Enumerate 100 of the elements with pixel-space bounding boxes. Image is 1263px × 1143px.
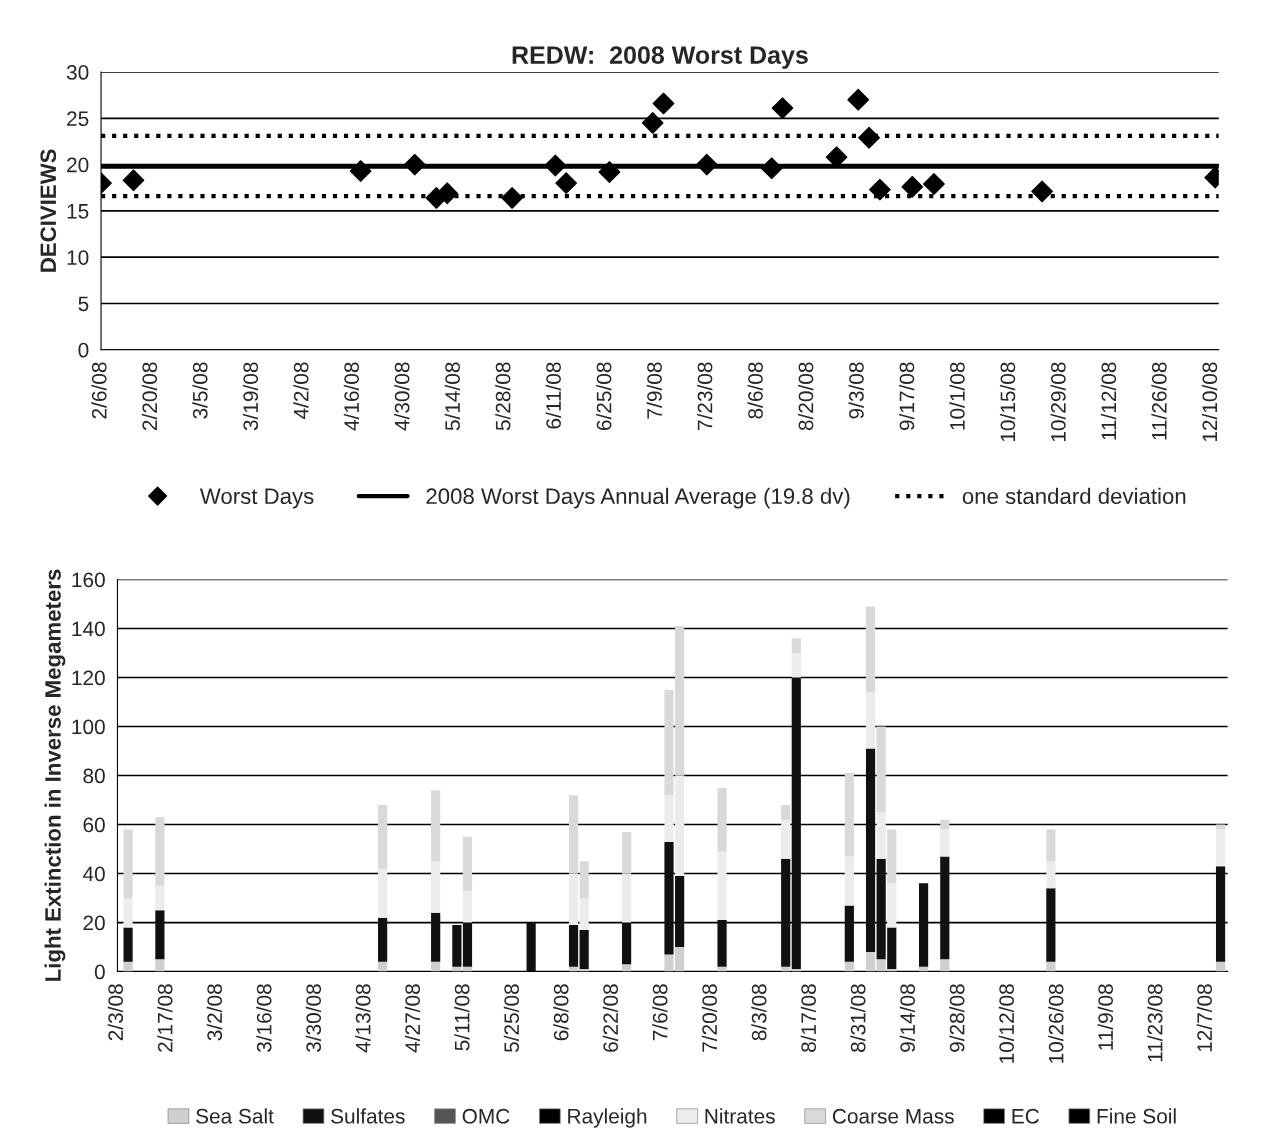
y-tick-label: 20 [67,157,89,173]
y-tick-label: 60 [83,817,105,833]
x-tick-label: 2/6/08 [91,362,107,419]
x-tick-label: 11/23/08 [1147,984,1163,1062]
bar [887,883,897,928]
bar [940,829,950,857]
bar [155,910,165,960]
bar [568,873,579,925]
bar [865,606,876,693]
bar [844,856,854,906]
point [771,97,794,120]
x-tick-label: 6/25/08 [596,362,612,431]
point [923,173,945,195]
x-tick-label: 10/26/08 [1048,984,1064,1063]
x-tick-label: 2/17/08 [157,984,173,1052]
y-tick-label: 40 [82,866,105,882]
legend-label: Sea Salt [196,1108,274,1124]
x-tick-label: 7/20/08 [701,984,718,1052]
point [695,153,718,176]
x-tick-label: 9/14/08 [899,984,916,1052]
x-tick-label: 7/23/08 [697,362,713,430]
x-tick-label: 6/11/08 [545,362,561,429]
x-tick-label: 12/7/08 [1196,984,1213,1052]
bar [844,905,854,962]
y-tick-label: 140 [72,621,105,637]
legend-label: EC [1012,1108,1039,1124]
point [858,126,880,149]
point [122,169,145,192]
x-tick-label: 3/16/08 [256,984,272,1053]
bar [579,929,589,970]
y-tick-label: 30 [66,65,89,80]
x-tick-label: 2/3/08 [107,984,124,1041]
x-tick-label: 11/26/08 [1151,362,1167,440]
y-tick-label: 10 [67,250,89,265]
bar [123,961,133,972]
x-tick-label: 5/28/08 [495,362,511,431]
bar [1215,866,1226,962]
bar [123,927,133,962]
x-tick-label: 9/28/08 [949,984,965,1052]
point [598,161,621,183]
point [641,112,664,134]
x-tick-label: 10/15/08 [999,362,1016,442]
bar [1215,829,1226,867]
x-tick-label: 7/6/08 [652,984,668,1041]
x-tick-label: 5/14/08 [444,362,460,431]
x-tick-label: 8/6/08 [747,362,763,419]
x-tick-label: 11/9/08 [1097,984,1114,1050]
y-tick-label: 25 [67,111,89,127]
x-tick-label: 2/20/08 [141,362,158,431]
bar [940,856,950,960]
bar [844,961,854,972]
bar [791,638,801,654]
legend-label: 2008 Worst Days Annual Average (19.8 dv) [426,487,850,509]
bar [781,804,791,820]
bar [579,861,589,899]
bar [781,858,791,967]
bar [462,922,473,967]
point [501,187,523,209]
bar [123,898,133,928]
x-tick-label: 10/12/08 [998,984,1015,1063]
point [555,172,578,194]
x-tick-label: 5/25/08 [503,984,520,1053]
x-tick-label: 3/30/08 [305,984,322,1053]
bar [887,829,897,884]
bar [1046,861,1056,889]
x-tick-label: 10/29/08 [1050,362,1066,442]
bar [155,885,165,911]
y-tick-label: 15 [67,204,89,219]
bar [431,961,441,972]
bar [123,829,133,899]
x-tick-label: 10/1/08 [949,362,965,430]
point [544,154,567,177]
x-tick-label: 8/3/08 [751,984,767,1041]
bar [940,959,950,972]
bar [621,964,632,972]
point [847,88,870,111]
y-tick-label: 0 [78,342,89,358]
y-tick-label: 5 [78,296,89,312]
point [901,175,924,198]
point [349,160,372,182]
point [868,178,891,201]
bar [378,868,388,918]
x-tick-label: 4/16/08 [343,362,360,431]
chart-title: REDW: 2008 Worst Days [512,46,808,69]
y-axis-title: DECIVIEWS [40,149,57,272]
x-tick-label: 3/2/08 [206,984,223,1041]
bar [918,883,929,967]
bar [431,790,441,862]
bar [579,898,589,930]
point [436,182,459,205]
legend-label: Rayleigh [568,1108,647,1128]
x-tick-label: 4/13/08 [355,984,371,1053]
bar [621,831,632,874]
bar [378,917,388,962]
x-tick-label: 12/10/08 [1201,362,1218,442]
bar [568,924,579,967]
bar [791,677,801,970]
bar [876,726,886,813]
legend-label: Coarse Mass [832,1108,954,1124]
legend-label: Worst Days [199,488,314,509]
